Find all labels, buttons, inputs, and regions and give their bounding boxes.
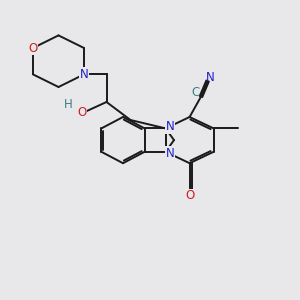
Text: N: N [206,71,215,84]
Text: O: O [77,106,86,119]
Text: C: C [191,86,200,100]
Text: N: N [166,120,175,134]
Text: O: O [28,41,38,55]
Text: O: O [185,189,194,202]
Text: N: N [166,147,175,160]
Text: H: H [64,98,73,111]
Text: N: N [80,68,88,81]
